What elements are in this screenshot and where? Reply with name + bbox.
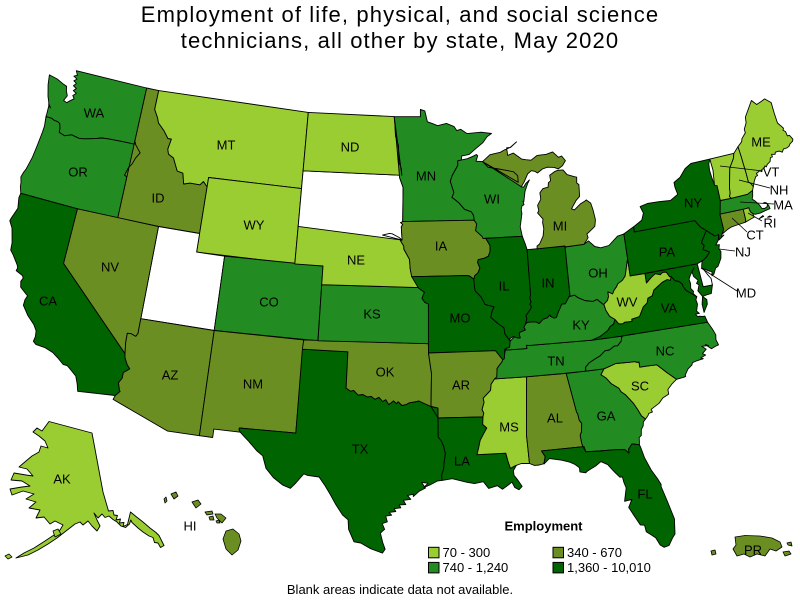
svg-text:OH: OH bbox=[588, 266, 608, 281]
svg-text:340 - 670: 340 - 670 bbox=[567, 545, 622, 560]
svg-text:740 - 1,240: 740 - 1,240 bbox=[443, 560, 509, 575]
svg-text:RI: RI bbox=[764, 216, 777, 231]
svg-text:MO: MO bbox=[450, 311, 471, 326]
svg-text:NC: NC bbox=[656, 344, 675, 359]
svg-text:MA: MA bbox=[773, 198, 793, 213]
svg-text:PR: PR bbox=[744, 543, 762, 558]
svg-text:MT: MT bbox=[217, 138, 236, 153]
svg-text:HI: HI bbox=[184, 519, 197, 534]
svg-text:TN: TN bbox=[547, 354, 564, 369]
svg-text:WI: WI bbox=[484, 192, 500, 207]
svg-text:NJ: NJ bbox=[735, 245, 751, 260]
svg-text:MN: MN bbox=[416, 169, 436, 184]
svg-text:TX: TX bbox=[352, 442, 369, 457]
svg-text:1,360 - 10,010: 1,360 - 10,010 bbox=[567, 560, 651, 575]
svg-text:AL: AL bbox=[547, 411, 563, 426]
svg-text:IL: IL bbox=[499, 279, 510, 294]
svg-text:NH: NH bbox=[770, 183, 789, 198]
svg-text:OR: OR bbox=[68, 165, 88, 180]
svg-text:IN: IN bbox=[542, 276, 555, 291]
svg-text:NV: NV bbox=[101, 260, 119, 275]
svg-text:CT: CT bbox=[746, 228, 763, 243]
svg-text:CA: CA bbox=[39, 294, 57, 309]
svg-text:MD: MD bbox=[736, 286, 756, 301]
svg-text:WA: WA bbox=[84, 106, 105, 121]
svg-text:AR: AR bbox=[452, 378, 470, 393]
svg-text:VA: VA bbox=[661, 301, 678, 316]
svg-text:WY: WY bbox=[244, 218, 265, 233]
svg-text:MI: MI bbox=[553, 219, 567, 234]
svg-text:LA: LA bbox=[454, 454, 470, 469]
svg-text:ME: ME bbox=[751, 135, 771, 150]
svg-text:KS: KS bbox=[363, 307, 381, 322]
svg-text:KY: KY bbox=[572, 318, 590, 333]
svg-text:70 - 300: 70 - 300 bbox=[443, 545, 491, 560]
svg-text:ND: ND bbox=[341, 140, 360, 155]
svg-text:ID: ID bbox=[152, 191, 165, 206]
svg-text:SC: SC bbox=[631, 379, 649, 394]
svg-text:NE: NE bbox=[347, 253, 365, 268]
svg-text:FL: FL bbox=[637, 487, 652, 502]
svg-text:MS: MS bbox=[499, 420, 519, 435]
svg-text:GA: GA bbox=[597, 409, 616, 424]
svg-text:NM: NM bbox=[243, 377, 263, 392]
svg-text:AK: AK bbox=[53, 472, 71, 487]
svg-text:PA: PA bbox=[659, 245, 676, 260]
svg-text:IA: IA bbox=[435, 239, 448, 254]
svg-text:NY: NY bbox=[684, 196, 702, 211]
svg-text:AZ: AZ bbox=[162, 368, 179, 383]
svg-text:VT: VT bbox=[763, 165, 780, 180]
svg-text:WV: WV bbox=[617, 295, 638, 310]
svg-text:Employment: Employment bbox=[504, 519, 583, 534]
svg-text:CO: CO bbox=[259, 295, 279, 310]
svg-text:OK: OK bbox=[376, 365, 395, 380]
